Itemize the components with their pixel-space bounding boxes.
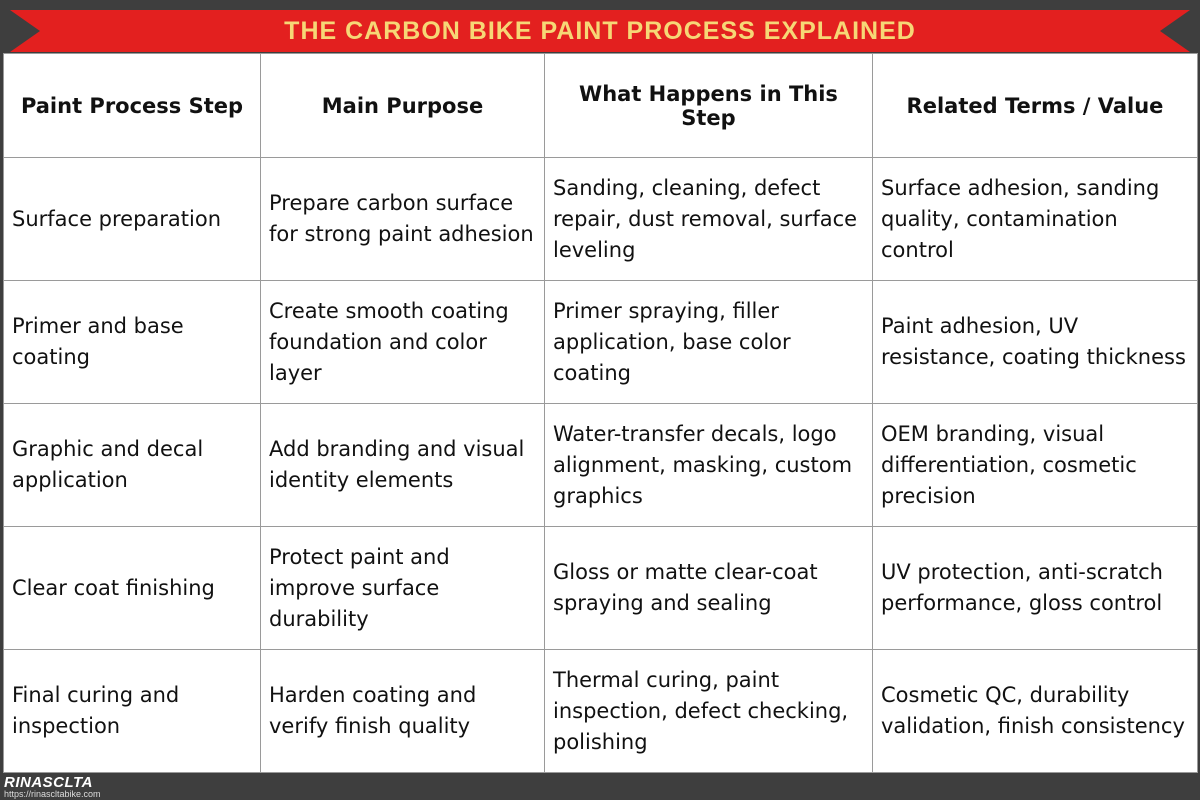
column-header: What Happens in This Step [544, 53, 873, 158]
table-cell: Protect paint and improve surface durabi… [260, 526, 545, 650]
brand-logo: RINASCLTA [4, 774, 93, 791]
table-cell: Add branding and visual identity element… [260, 403, 545, 527]
column-header: Paint Process Step [3, 53, 261, 158]
table-row: Clear coat finishing Protect paint and im… [3, 526, 1198, 650]
table-cell: Gloss or matte clear-coat spraying and s… [544, 526, 873, 650]
table-body: Surface preparation Prepare carbon surfac… [3, 157, 1198, 773]
table-cell: UV protection, anti-scratch performance,… [872, 526, 1198, 650]
table-row: Final curing and inspection Harden coatin… [3, 649, 1198, 773]
brand-url: https://rinascltabike.com [4, 789, 101, 799]
table-cell: Surface adhesion, sanding quality, conta… [872, 157, 1198, 281]
table-cell: Create smooth coating foundation and col… [260, 280, 545, 404]
table-cell: OEM branding, visual differentiation, co… [872, 403, 1198, 527]
table-cell: Thermal curing, paint inspection, defect… [544, 649, 873, 773]
table-cell: Paint adhesion, UV resistance, coating t… [872, 280, 1198, 404]
table-cell: Primer and base coating [3, 280, 261, 404]
header-row: Paint Process Step Main Purpose What Happe… [3, 53, 1198, 158]
table-row: Graphic and decal application Add brandin… [3, 403, 1198, 527]
title: THE CARBON BIKE PAINT PROCESS EXPLAINED [284, 17, 916, 45]
table-cell: Graphic and decal application [3, 403, 261, 527]
table-cell: Cosmetic QC, durability validation, fini… [872, 649, 1198, 773]
table-row: Primer and base coating Create smooth coa… [3, 280, 1198, 404]
table-cell: Prepare carbon surface for strong paint … [260, 157, 545, 281]
table-cell: Water-transfer decals, logo alignment, m… [544, 403, 873, 527]
table: Paint Process Step Main Purpose What Happe… [3, 53, 1198, 773]
table-cell: Primer spraying, filler application, bas… [544, 280, 873, 404]
column-header: Related Terms / Value [872, 53, 1198, 158]
column-header: Main Purpose [260, 53, 545, 158]
table-cell: Final curing and inspection [3, 649, 261, 773]
banner [10, 10, 1190, 52]
table-cell: Sanding, cleaning, defect repair, dust r… [544, 157, 873, 281]
ribbon [10, 10, 1190, 52]
table-row: Surface preparation Prepare carbon surfac… [3, 157, 1198, 281]
table-cell: Harden coating and verify finish quality [260, 649, 545, 773]
table-cell: Surface preparation [3, 157, 261, 281]
table-cell: Clear coat finishing [3, 526, 261, 650]
